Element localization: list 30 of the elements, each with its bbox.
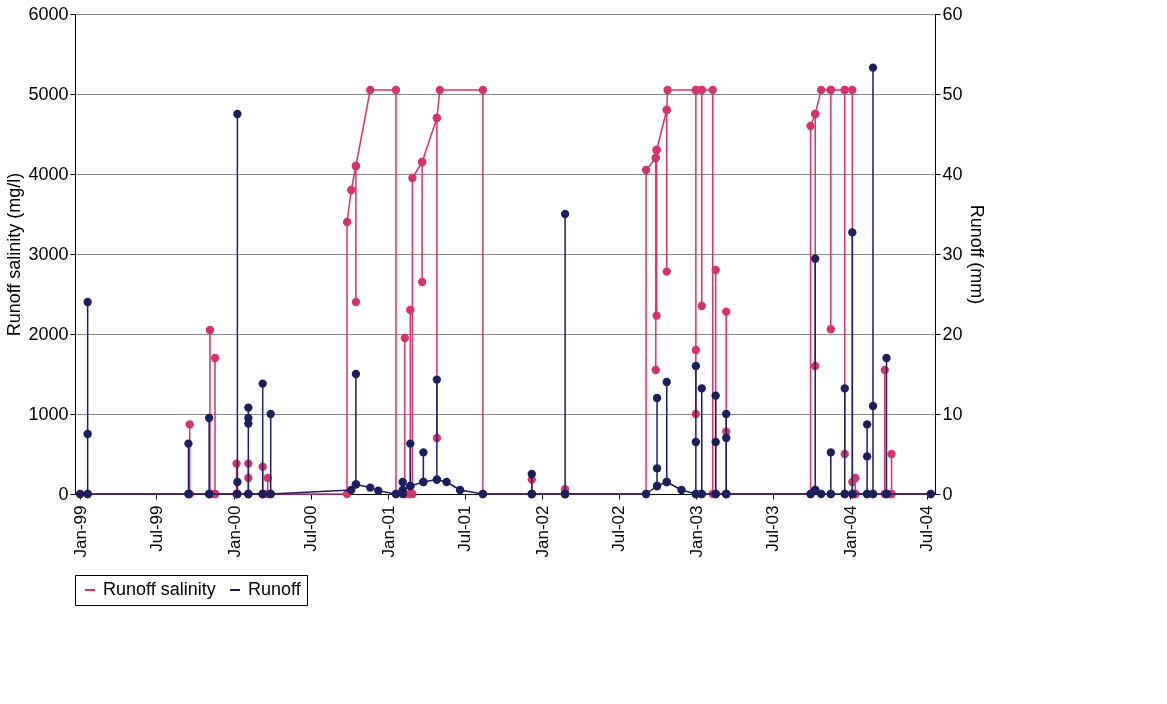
x-tick-label: Jan-00 [224,505,244,558]
y2-tick-label: 10 [942,403,963,424]
y-tick-label: 1000 [28,403,69,424]
y2-tick-label: 50 [942,83,963,104]
y-tick-label: 0 [58,483,69,504]
y-tick-label: 6000 [28,3,69,24]
x-tick-label: Jul-01 [455,505,475,552]
y-tick-label: 2000 [28,323,69,344]
y2-tick-label: 60 [942,3,963,24]
x-tick-label: Jan-01 [378,505,398,558]
legend-label: Runoff salinity [103,579,216,599]
y2-tick-label: 30 [942,243,963,264]
x-tick-label: Jan-03 [686,505,706,558]
legend-label: Runoff [248,579,302,599]
x-tick-label: Jul-04 [917,505,937,552]
x-tick-label: Jul-02 [609,505,629,552]
y-tick-label: 5000 [28,83,69,104]
y2-axis-title: Runoff (mm) [966,204,987,305]
x-tick-label: Jul-00 [301,505,321,552]
y2-tick-label: 20 [942,323,963,344]
x-tick-label: Jul-99 [146,505,166,552]
y-tick-label: 4000 [28,163,69,184]
y2-tick-label: 0 [942,483,953,504]
x-tick-label: Jan-02 [532,505,552,558]
x-tick-label: Jul-03 [763,505,783,552]
y-tick-label: 3000 [28,243,69,264]
x-tick-label: Jan-04 [840,505,860,558]
y-axis-title: Runoff salinity (mg/l) [4,172,25,337]
y2-tick-label: 40 [942,163,963,184]
x-tick-label: Jan-99 [70,505,90,558]
